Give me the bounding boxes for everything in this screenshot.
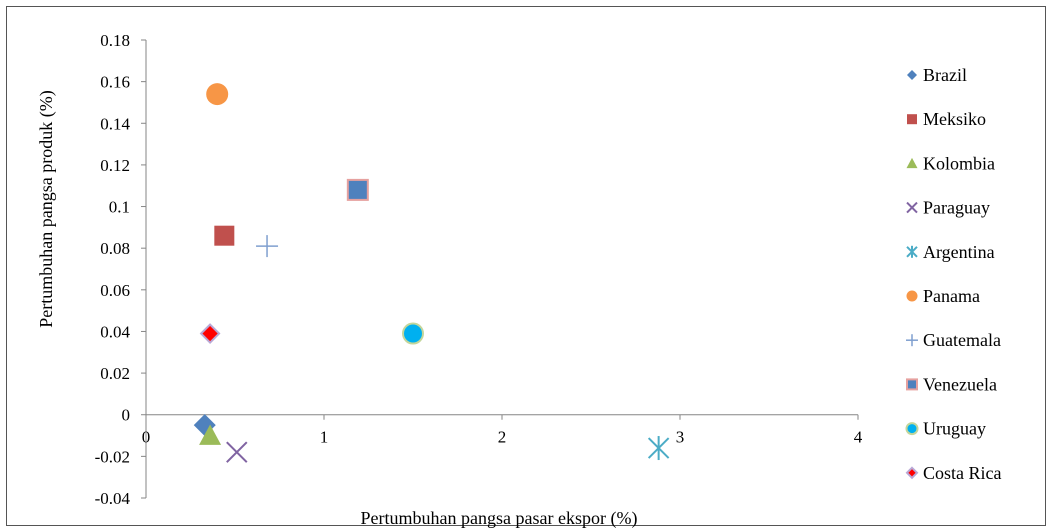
y-tick-label: 0.18 <box>100 31 130 50</box>
legend-item-panama: Panama <box>906 286 980 306</box>
y-tick-label: 0.1 <box>109 198 130 217</box>
y-tick-label: 0.16 <box>100 73 130 92</box>
x-axis-title: Pertumbuhan pangsa pasar ekspor (%) <box>361 508 638 529</box>
legend-item-uruguay: Uruguay <box>905 419 986 439</box>
data-point-meksiko <box>214 225 235 246</box>
y-tick-label: 0.12 <box>100 156 130 175</box>
legend-label: Costa Rica <box>923 463 1002 483</box>
legend-item-brazil: Brazil <box>907 65 967 85</box>
legend-item-paraguay: Paraguay <box>906 198 990 218</box>
legend-marker <box>906 245 918 258</box>
data-point-paraguay <box>226 441 248 463</box>
legend-label: Uruguay <box>923 419 986 439</box>
y-tick-label: 0.08 <box>100 239 130 258</box>
legend-label: Paraguay <box>923 198 990 218</box>
data-point-venezuela <box>346 178 369 201</box>
data-point-uruguay <box>402 322 424 345</box>
data-point-panama <box>206 83 229 106</box>
legend-item-costa-rica: Costa Rica <box>905 463 1002 483</box>
y-tick-label: 0.04 <box>100 322 130 341</box>
legend-label: Panama <box>923 286 980 306</box>
legend-marker <box>907 114 917 125</box>
legend-item-meksiko: Meksiko <box>907 109 986 129</box>
legend-marker <box>906 201 918 214</box>
legend-item-guatemala: Guatemala <box>906 330 1001 350</box>
legend-label: Meksiko <box>923 109 986 129</box>
legend-marker <box>906 157 918 169</box>
legend-marker <box>906 290 918 302</box>
data-point-argentina <box>647 436 670 461</box>
y-tick-label: 0.02 <box>100 364 130 383</box>
data-point-kolombia <box>199 424 222 445</box>
legend-item-kolombia: Kolombia <box>906 153 995 173</box>
legend-marker <box>905 422 919 436</box>
y-tick-label: 0.14 <box>100 114 130 133</box>
legend-label: Guatemala <box>923 330 1001 350</box>
legend-label: Brazil <box>923 65 967 85</box>
legend-label: Argentina <box>923 242 995 262</box>
y-tick-label: -0.02 <box>95 447 130 466</box>
data-point-guatemala <box>256 235 279 258</box>
legend-marker <box>906 378 918 391</box>
legend-label: Kolombia <box>923 153 995 173</box>
legend-item-argentina: Argentina <box>906 242 995 262</box>
y-tick-label: -0.04 <box>95 489 131 508</box>
legend-marker <box>907 70 917 80</box>
y-tick-label: 0.06 <box>100 281 130 300</box>
x-tick-label: 3 <box>676 428 685 447</box>
legend-item-venezuela: Venezuela <box>906 374 997 394</box>
legend-marker <box>906 334 918 347</box>
legend-marker <box>905 466 919 480</box>
x-tick-label: 0 <box>142 428 151 447</box>
y-axis-title: Pertumbuhan pangsa produk (%) <box>36 90 57 327</box>
x-tick-label: 2 <box>498 428 507 447</box>
data-point-costa-rica <box>199 323 221 344</box>
x-tick-label: 4 <box>854 428 863 447</box>
chart-frame <box>6 6 1046 526</box>
y-tick-label: 0 <box>122 406 131 425</box>
legend-label: Venezuela <box>923 374 997 394</box>
x-tick-label: 1 <box>320 428 329 447</box>
